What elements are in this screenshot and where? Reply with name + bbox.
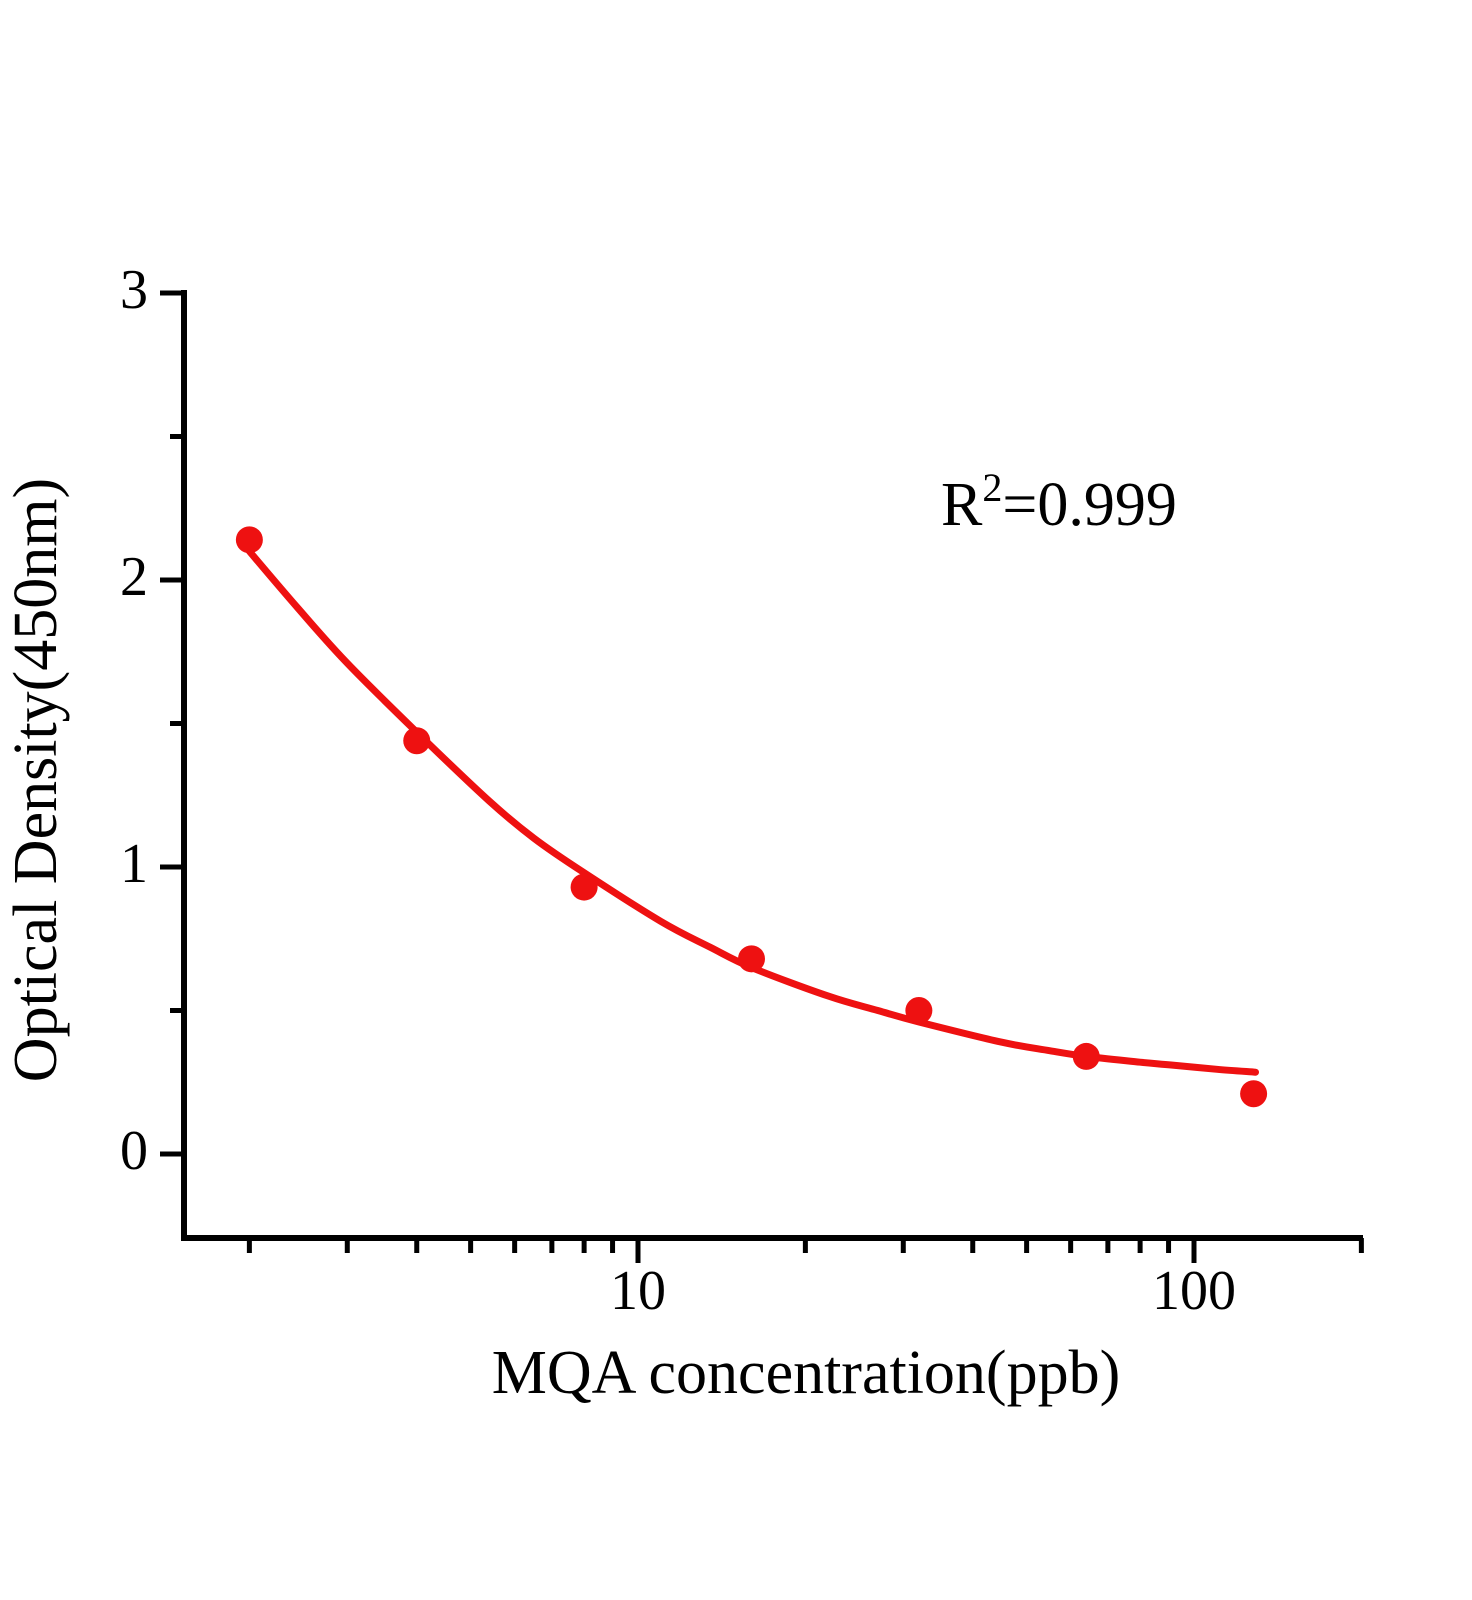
- x-tick-label: 10: [610, 1260, 666, 1322]
- y-tick-label: 3: [120, 259, 148, 321]
- y-tick-label: 1: [120, 833, 148, 895]
- x-axis-title: MQA concentration(ppb): [491, 1339, 1121, 1407]
- data-point: [403, 727, 431, 755]
- r-squared-annotation: R2=0.999: [941, 465, 1177, 539]
- data-point: [737, 945, 765, 973]
- y-tick-label: 0: [120, 1120, 148, 1182]
- r-squared-exponent: 2: [982, 465, 1003, 510]
- data-point: [235, 526, 263, 554]
- y-tick-label: 2: [120, 546, 148, 608]
- data-point: [570, 873, 598, 901]
- data-point: [905, 997, 933, 1024]
- data-point: [1240, 1080, 1268, 1108]
- fit-curve: [245, 547, 1259, 1076]
- x-tick-label: 100: [1152, 1260, 1236, 1322]
- r-squared-value: =0.999: [1002, 471, 1177, 539]
- data-point: [1072, 1042, 1100, 1070]
- r-squared-base: R: [941, 471, 983, 539]
